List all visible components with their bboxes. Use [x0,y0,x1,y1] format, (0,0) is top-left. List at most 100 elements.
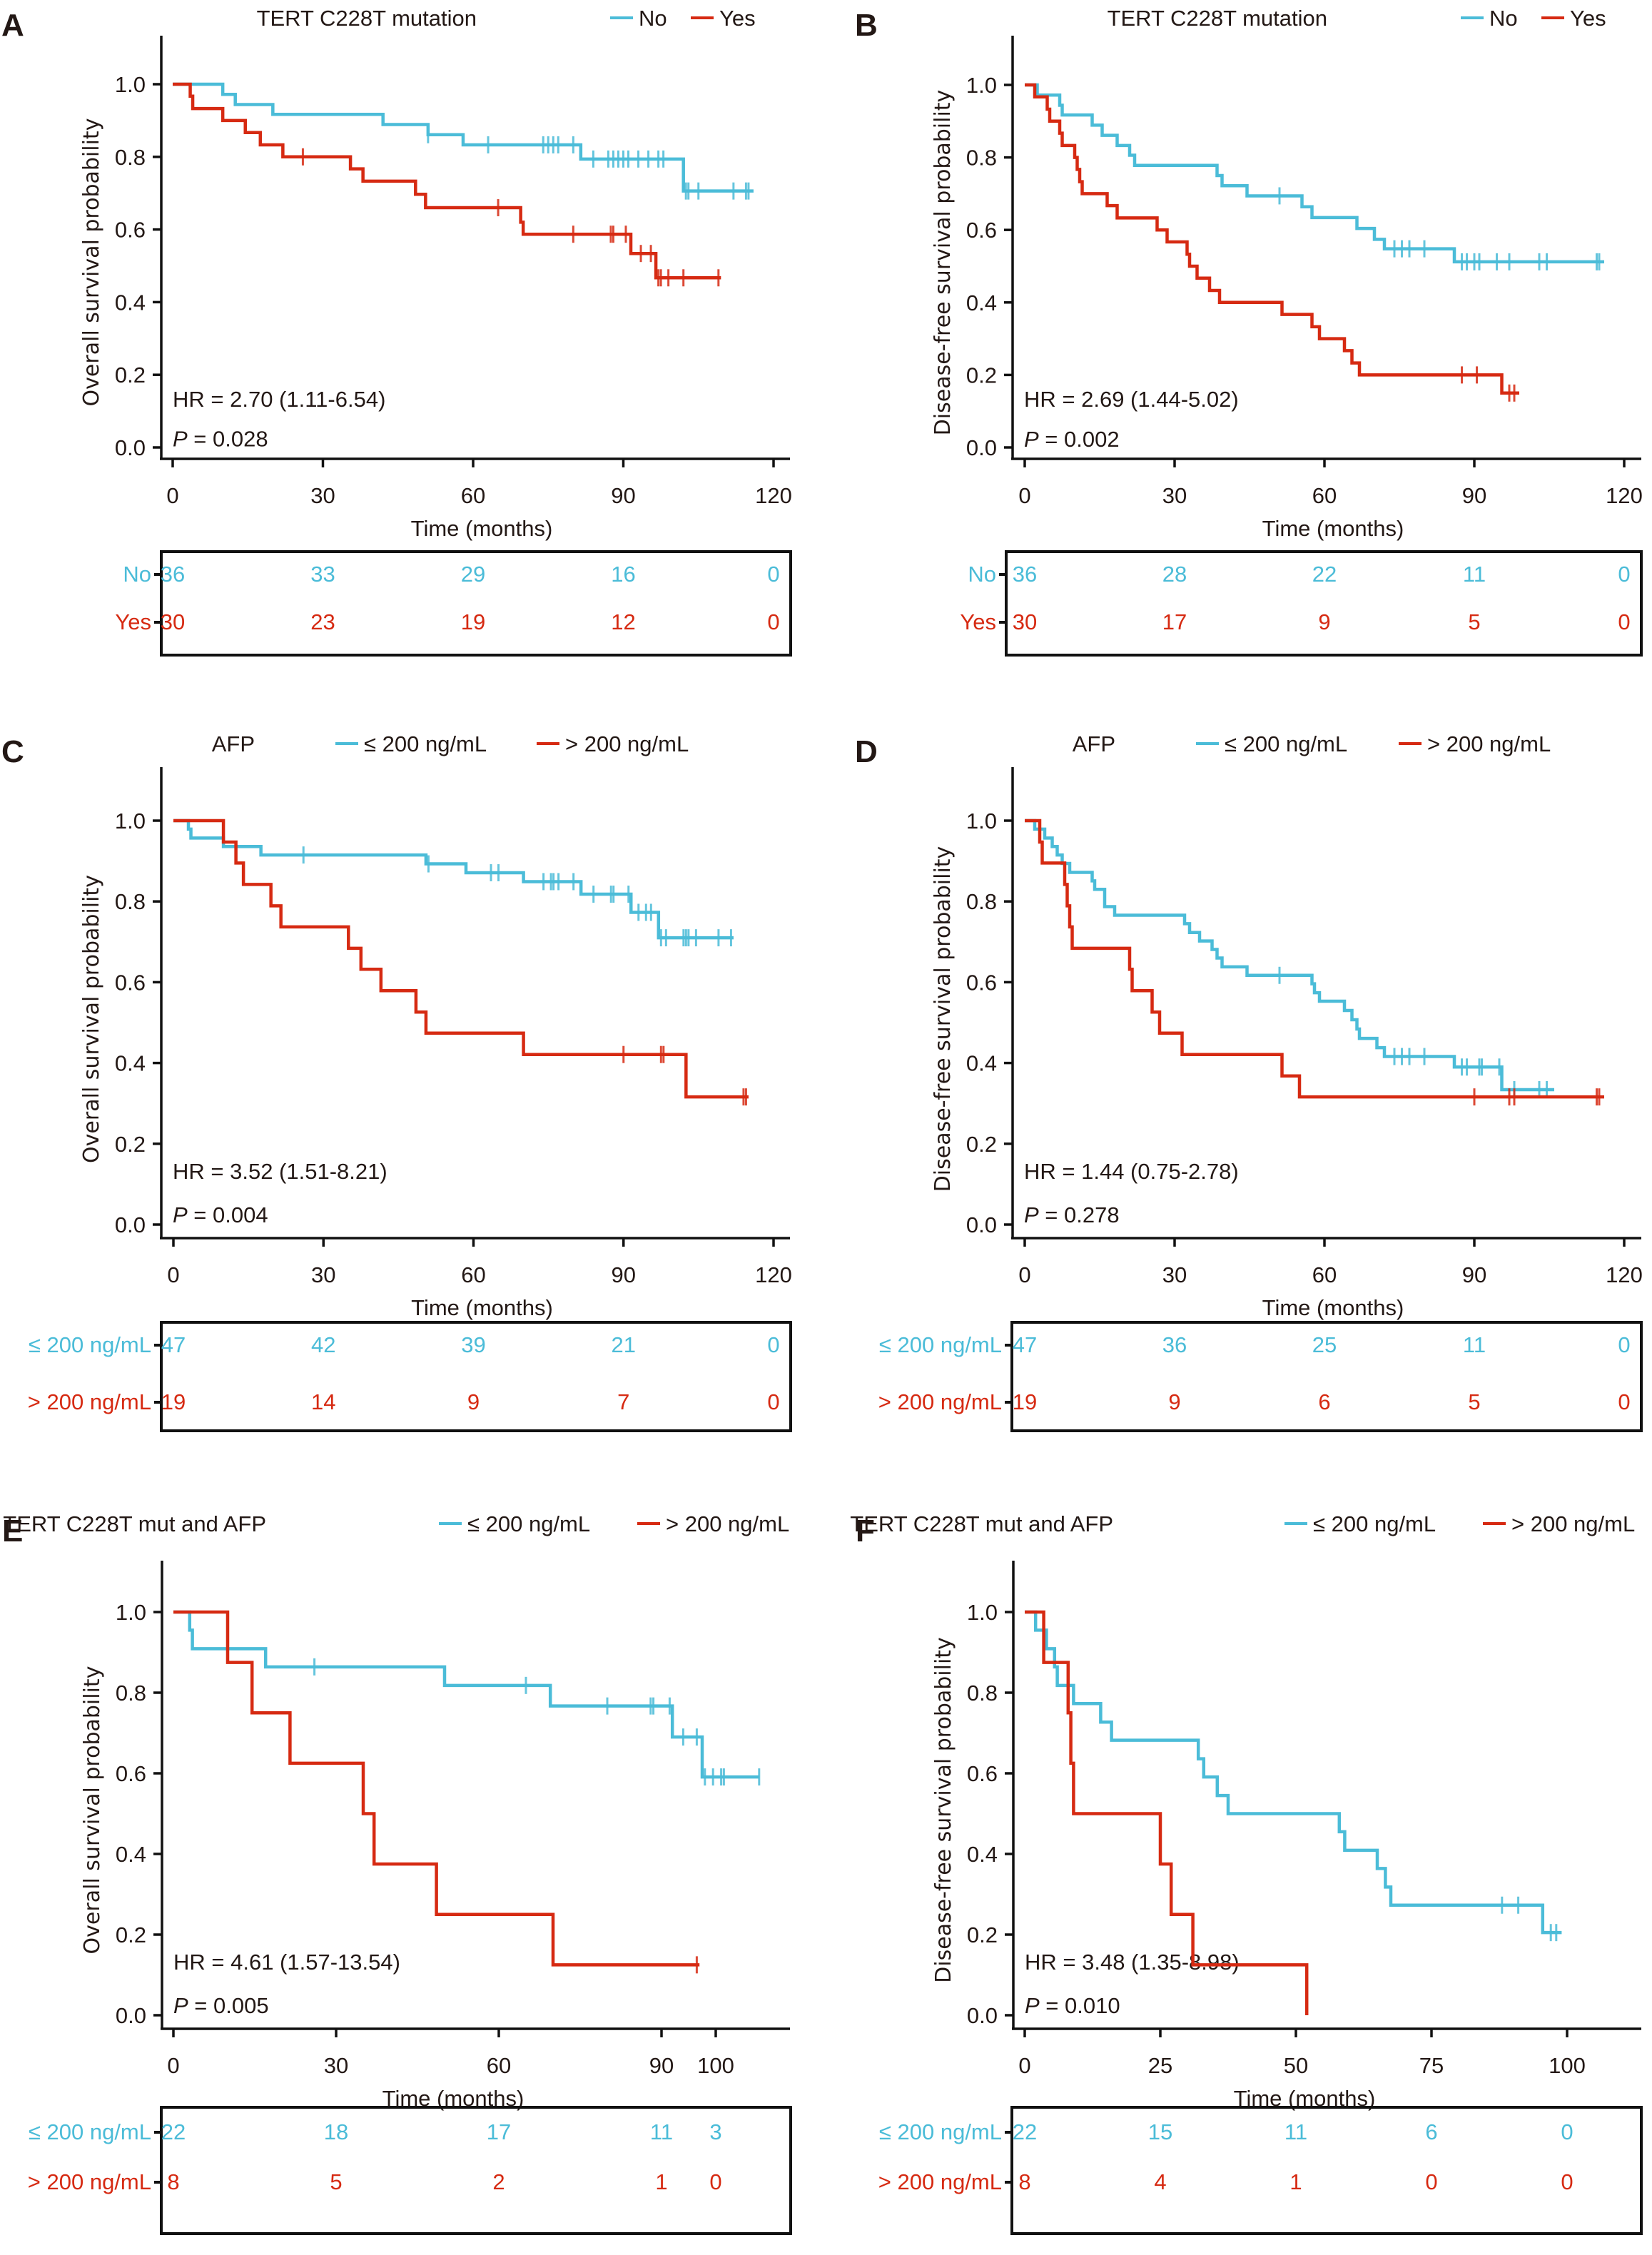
risk-value: 0 [767,1389,779,1414]
hazard-ratio-text: HR = 2.70 (1.11-6.54) [173,387,385,412]
risk-table-box [1005,550,1643,657]
risk-table-box [160,2106,792,2235]
y-tick-label: 0.6 [116,1761,146,1786]
x-tick-label: 0 [1018,1262,1030,1287]
y-tick-label: 0.2 [115,363,146,387]
p-symbol: P [173,1993,188,2018]
p-symbol: P [173,427,188,452]
km-curve-2 [173,82,721,280]
risk-value: 5 [330,2169,342,2194]
hazard-ratio-text: HR = 3.48 (1.35-8.98) [1025,1950,1240,1975]
x-axis-label: Time (months) [411,516,553,541]
x-tick-label: 30 [310,483,335,508]
panel-b: B TERT C228T mutation No Yes 0.0 0.2 0.4 0.6 0.8… [855,6,1643,657]
risk-value: 3 [709,2119,721,2144]
risk-value: 6 [1318,1389,1330,1414]
y-tick-label: 0.2 [115,1132,146,1157]
risk-value: 0 [1618,1332,1630,1357]
legend-label-1: ≤ 200 ng/mL [467,1511,590,1536]
risk-value: 23 [310,609,335,634]
y-tick-label: 1.0 [966,73,997,98]
x-tick-label: 30 [311,1262,335,1287]
x-tick-label: 30 [1162,483,1187,508]
risk-value: 29 [461,562,485,587]
km-curve-2 [173,1610,700,1967]
y-axis-label: Disease-free survival probability [931,846,956,1192]
x-tick-label: 0 [166,483,178,508]
hazard-ratio-text: HR = 3.52 (1.51-8.21) [173,1159,387,1184]
risk-value: 30 [1013,609,1037,634]
km-curve-1 [173,1610,759,1779]
risk-value: 5 [1468,1389,1480,1414]
legend-label-1: ≤ 200 ng/mL [1313,1511,1436,1536]
x-tick-label: 60 [1312,1262,1337,1287]
p-value-text: P = 0.002 [1024,427,1120,452]
risk-value: 11 [1463,562,1486,587]
x-tick-label: 60 [461,1262,485,1287]
risk-value: 47 [1013,1332,1037,1357]
y-tick-label: 0.8 [115,889,146,914]
panel-a: A TERT C228T mutation No Yes 0.0 0.2 0.4 0.6 0.8… [1,6,792,657]
risk-table-box [160,550,792,657]
x-axis-label: Time (months) [1262,1295,1404,1320]
x-tick-label: 120 [1606,1262,1643,1287]
risk-row-label: No [968,562,996,587]
x-tick-label: 25 [1148,2053,1172,2078]
risk-value: 14 [311,1389,335,1414]
risk-table-box [160,1321,792,1432]
risk-value: 17 [1162,609,1187,634]
risk-value: 0 [767,609,779,634]
risk-row-label: ≤ 200 ng/mL [879,2119,1002,2144]
x-tick-label: 120 [755,1262,792,1287]
km-curve-1 [1025,819,1554,1092]
p-value-text: P = 0.028 [173,427,268,452]
risk-value: 0 [767,1332,779,1357]
x-tick-label: 120 [755,483,792,508]
risk-value: 1 [655,2169,667,2194]
legend-label-1: ≤ 200 ng/mL [1225,731,1347,756]
risk-value: 19 [161,1389,186,1414]
p-value: = 0.010 [1040,1993,1120,2018]
risk-value: 7 [617,1389,629,1414]
risk-value: 12 [611,609,635,634]
p-value: = 0.005 [188,1993,269,2018]
legend-label-2: Yes [1570,6,1606,31]
y-axis-label: Overall survival probability [79,875,104,1163]
x-tick-label: 50 [1284,2053,1308,2078]
x-tick-label: 0 [1018,483,1030,508]
legend-title: AFP [212,731,255,756]
risk-value: 0 [767,562,779,587]
y-tick-label: 0.6 [115,970,146,995]
risk-value: 39 [461,1332,485,1357]
km-curve-1 [1025,83,1604,264]
p-value-text: P = 0.005 [173,1993,269,2018]
risk-value: 11 [1284,2119,1307,2144]
x-tick-label: 100 [697,2053,734,2078]
risk-value: 16 [611,562,635,587]
x-tick-label: 0 [167,2053,179,2078]
risk-value: 15 [1148,2119,1172,2144]
risk-row-label: ≤ 200 ng/mL [29,2119,151,2144]
y-tick-label: 0.0 [116,2003,146,2028]
p-symbol: P [173,1202,188,1227]
x-tick-label: 120 [1606,483,1643,508]
risk-value: 0 [1618,562,1630,587]
risk-value: 0 [1561,2169,1573,2194]
risk-value: 0 [1618,609,1630,634]
risk-table-box [1010,1321,1643,1432]
risk-value: 25 [1312,1332,1337,1357]
risk-value: 22 [1312,562,1337,587]
y-tick-label: 0.4 [966,1051,997,1076]
risk-value: 19 [461,609,485,634]
legend-title: AFP [1073,731,1115,756]
km-curve-1 [1025,1610,1562,1935]
x-tick-label: 0 [167,1262,179,1287]
y-tick-label: 0.2 [966,1132,997,1157]
x-tick-label: 60 [461,483,485,508]
y-axis-label: Disease-free survival probability [931,90,956,436]
x-tick-label: 90 [649,2053,674,2078]
p-symbol: P [1025,1993,1040,2018]
risk-row-label: ≤ 200 ng/mL [29,1332,151,1357]
legend-label-2: > 200 ng/mL [1511,1511,1635,1536]
